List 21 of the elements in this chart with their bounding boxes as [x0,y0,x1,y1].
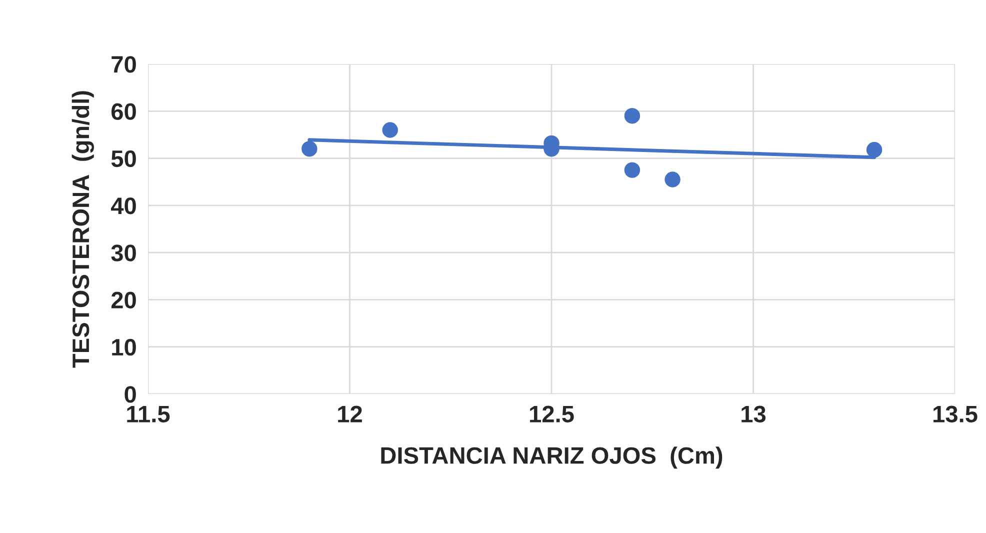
point [664,172,680,188]
y-tick-label: 0 [124,386,136,403]
x-axis-title: DISTANCIA NARIZ OJOS (Cm) [381,446,722,469]
point [302,140,318,157]
x-tick-label: 11.5 [127,406,170,422]
y-tick-label: 50 [111,150,136,168]
y-tick-label: 40 [110,197,136,214]
point [382,122,398,138]
x-tick-label: 13.5 [934,406,978,422]
x-tick-label: 12 [338,406,362,422]
x-tick-label: 12.5 [530,406,574,422]
y-tick-label: 10 [112,338,136,356]
y-tick-label: 30 [111,244,136,262]
y-tick-label: 70 [112,56,136,73]
y-tick-label: 60 [111,103,136,120]
point [624,108,640,124]
y-tick-label: 20 [111,292,136,308]
point [866,142,882,158]
point [624,162,640,178]
y-axis-title: TESTOSTERONA (gn/dl) [72,91,94,368]
x-tick-label: 13 [742,406,766,422]
